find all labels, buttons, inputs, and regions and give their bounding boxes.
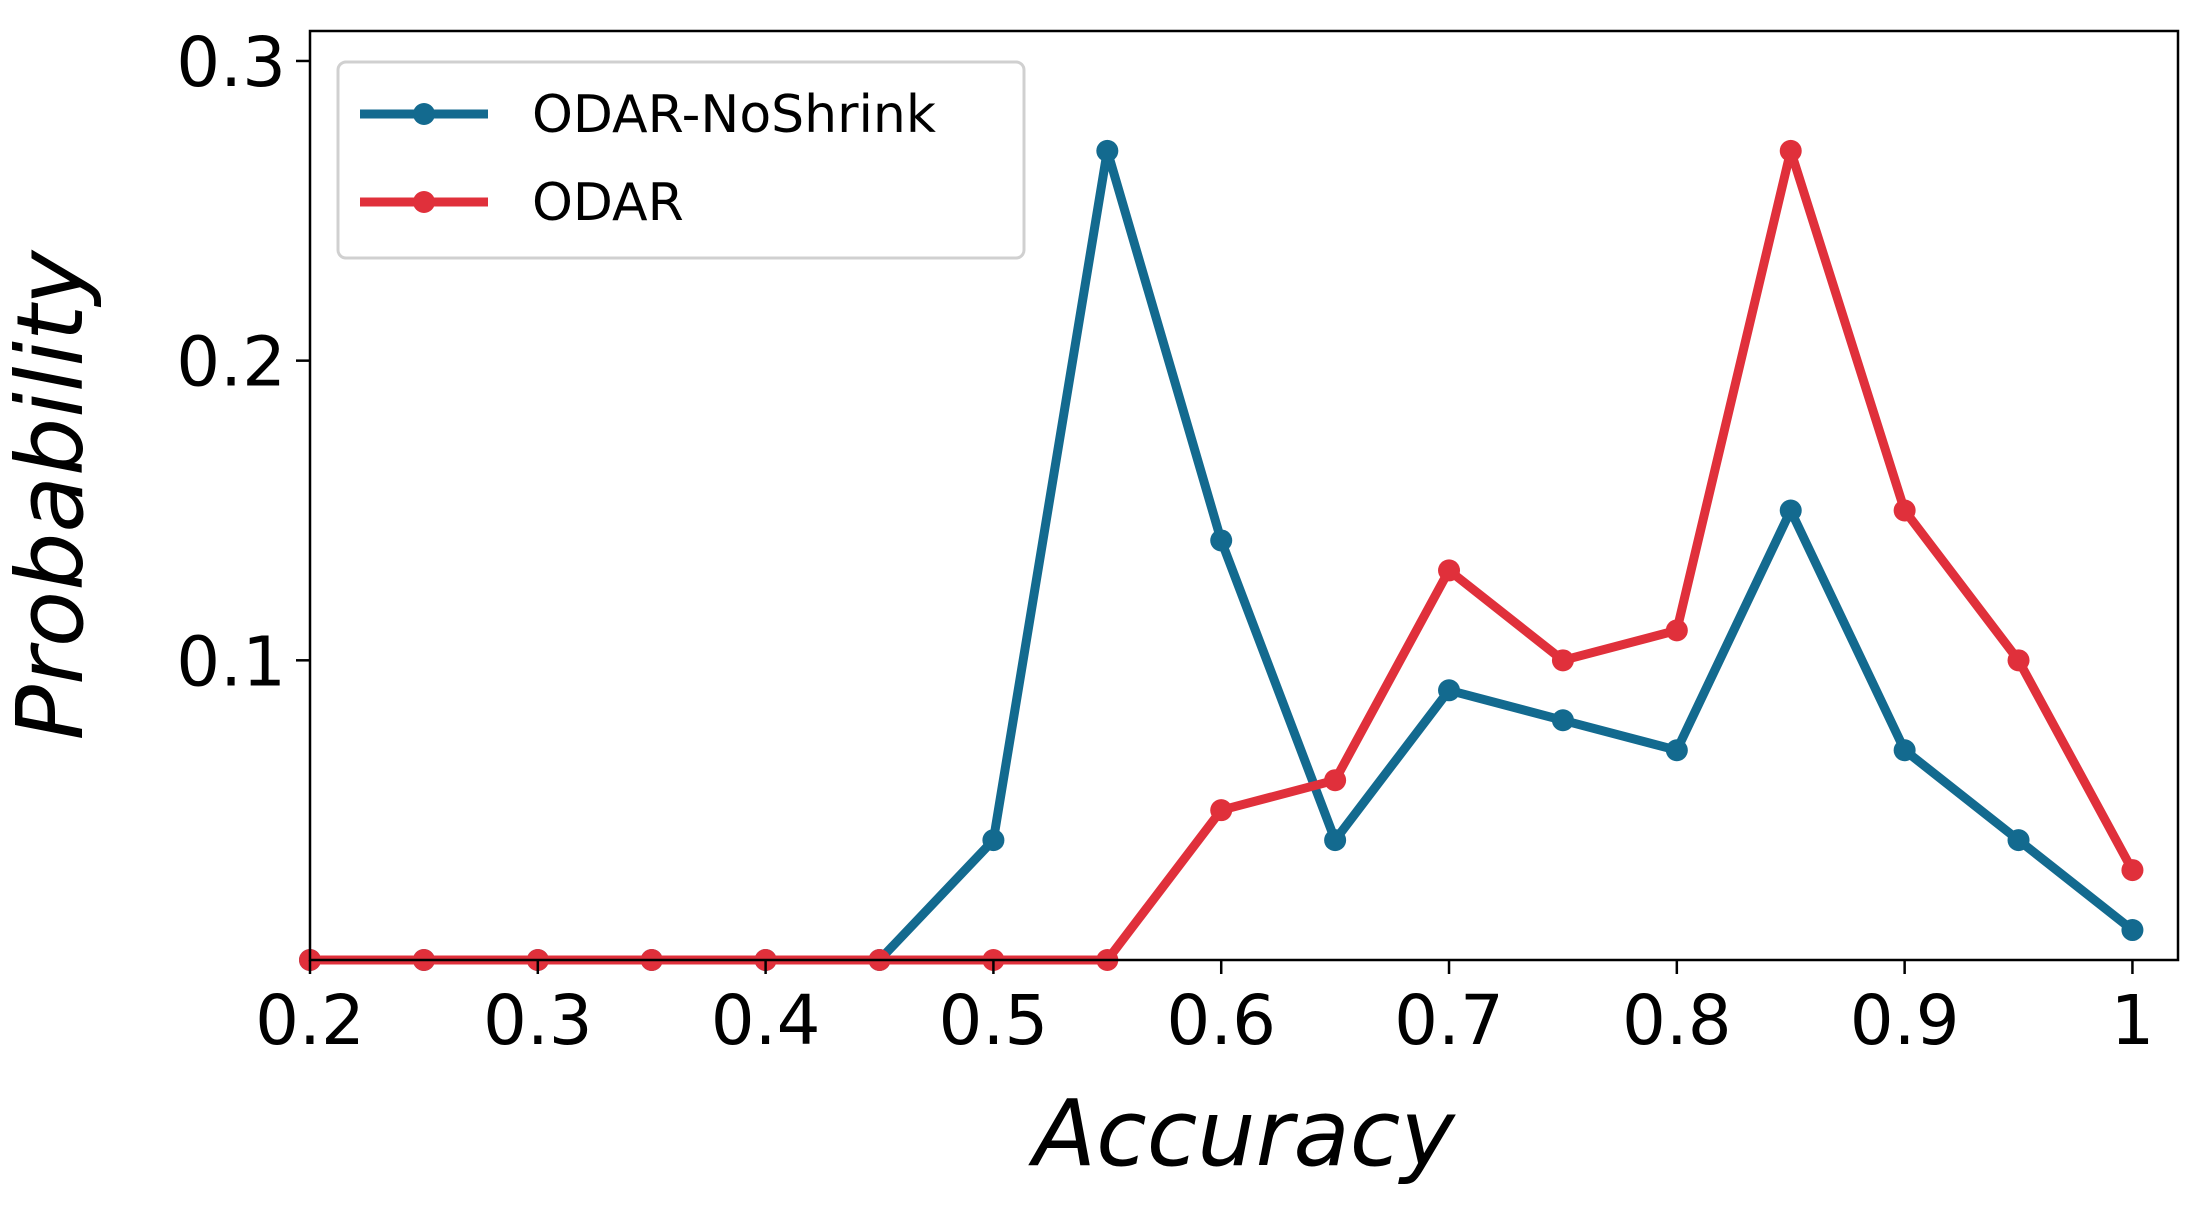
x-tick-label: 0.3 xyxy=(483,981,593,1061)
data-point xyxy=(1665,739,1688,762)
legend-marker xyxy=(413,191,435,213)
x-tick-label: 0.8 xyxy=(1622,981,1732,1061)
x-axis: 0.2 0.3 0.4 0.5 0.6 0.7 0.8 0.9 1 xyxy=(255,960,2154,1061)
legend-frame xyxy=(336,60,1026,260)
data-point xyxy=(1210,529,1233,552)
data-point xyxy=(1665,619,1688,642)
y-tick-label: 0.2 xyxy=(176,323,286,403)
legend-label: ODAR-NoShrink xyxy=(532,85,936,145)
series-line xyxy=(305,146,2137,965)
legend-label: ODAR xyxy=(532,173,684,233)
x-tick-label: 0.4 xyxy=(711,981,821,1061)
series-1 xyxy=(299,139,2144,971)
x-tick-label: 1 xyxy=(2110,981,2154,1061)
data-point xyxy=(982,829,1005,852)
data-point xyxy=(1324,829,1347,852)
data-point xyxy=(1551,709,1574,732)
x-tick-label: 0.9 xyxy=(1850,981,1960,1061)
y-axis-label: Probability xyxy=(0,249,104,741)
legend-marker xyxy=(413,103,435,125)
x-tick-label: 0.6 xyxy=(1166,981,1276,1061)
data-point xyxy=(1324,769,1347,792)
data-point xyxy=(1893,499,1916,522)
x-tick-label: 0.5 xyxy=(939,981,1049,1061)
legend: ODAR-NoShrink ODAR xyxy=(336,60,1026,260)
data-point xyxy=(1210,799,1233,822)
data-point xyxy=(2007,649,2030,672)
plot-frame xyxy=(308,29,2180,962)
data-point xyxy=(1779,499,1802,522)
data-point xyxy=(2121,859,2144,882)
series-0 xyxy=(299,139,2144,971)
x-tick-label: 0.7 xyxy=(1394,981,1504,1061)
x-tick-label: 0.2 xyxy=(255,981,365,1061)
y-axis: 0.1 0.2 0.3 xyxy=(176,23,310,702)
data-point xyxy=(1096,139,1119,162)
series-layer xyxy=(299,139,2144,971)
data-point xyxy=(1551,649,1574,672)
data-point xyxy=(2007,829,2030,852)
data-point xyxy=(1893,739,1916,762)
series-line xyxy=(305,146,2137,965)
data-point xyxy=(2121,919,2144,942)
y-tick-label: 0.1 xyxy=(176,622,286,702)
x-axis-label: Accuracy xyxy=(1028,1080,1456,1187)
data-point xyxy=(1438,559,1461,582)
data-point xyxy=(1438,679,1461,702)
data-point xyxy=(1779,139,1802,162)
y-tick-label: 0.3 xyxy=(176,23,286,103)
